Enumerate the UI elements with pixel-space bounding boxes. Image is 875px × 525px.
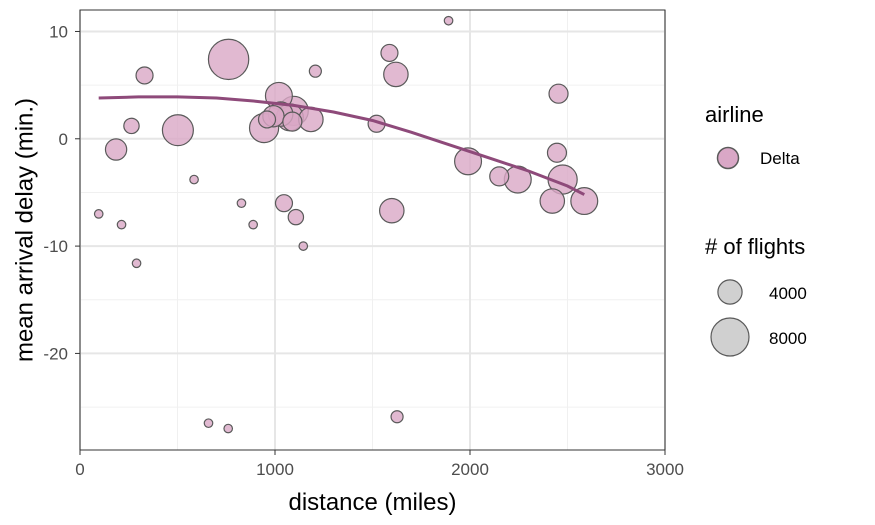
data-point xyxy=(203,418,214,429)
data-point xyxy=(489,166,510,187)
y-tick-label: -10 xyxy=(43,237,68,256)
y-tick-label: 0 xyxy=(59,130,68,149)
panel-border xyxy=(79,9,666,451)
data-point xyxy=(131,258,142,269)
y-axis-ticks: -20 -10 0 10 xyxy=(43,22,80,363)
x-axis-label: distance (miles) xyxy=(288,489,456,516)
data-point xyxy=(161,114,194,147)
data-point xyxy=(539,188,566,214)
data-point xyxy=(546,142,568,163)
y-tick-label: 10 xyxy=(49,22,68,41)
data-point xyxy=(570,186,599,216)
data-point xyxy=(443,15,454,26)
data-point xyxy=(257,110,277,129)
data-point xyxy=(93,209,104,219)
x-tick-label: 2000 xyxy=(451,460,489,479)
x-tick-label: 1000 xyxy=(256,460,294,479)
data-point xyxy=(298,241,309,251)
legend-delta-key xyxy=(716,146,740,170)
legend-size-title: # of flights xyxy=(705,234,805,259)
legend-size-label-4000: 4000 xyxy=(769,284,807,303)
data-point xyxy=(379,197,405,224)
data-points xyxy=(93,15,599,434)
data-point xyxy=(123,117,140,135)
legend-size-label-8000: 8000 xyxy=(769,329,807,348)
minor-gridlines xyxy=(80,10,665,450)
data-point xyxy=(380,43,399,63)
data-point xyxy=(274,194,294,213)
data-point xyxy=(135,66,154,85)
data-point xyxy=(248,219,259,230)
data-point xyxy=(116,219,127,230)
data-point xyxy=(207,38,250,81)
data-point xyxy=(287,208,305,226)
data-point xyxy=(236,198,247,209)
x-tick-label: 3000 xyxy=(646,460,684,479)
y-axis-label: mean arrival delay (min.) xyxy=(11,98,38,362)
legend-size-key-8000 xyxy=(710,317,750,357)
legend: airline Delta # of flights 4000 8000 xyxy=(705,102,807,357)
data-point xyxy=(189,174,199,185)
legend-delta-label: Delta xyxy=(760,149,800,168)
data-point xyxy=(282,111,303,132)
data-point xyxy=(548,83,569,104)
data-point xyxy=(383,61,409,88)
smooth-trend-line xyxy=(98,95,585,196)
legend-color-title: airline xyxy=(705,102,764,127)
data-point xyxy=(104,138,128,161)
x-tick-label: 0 xyxy=(75,460,84,479)
x-axis-ticks: 0 1000 2000 3000 xyxy=(75,450,684,479)
y-tick-label: -20 xyxy=(43,344,68,363)
data-point xyxy=(308,64,322,78)
data-point xyxy=(223,423,234,434)
data-point xyxy=(390,410,404,424)
legend-size-key-4000 xyxy=(717,279,743,305)
